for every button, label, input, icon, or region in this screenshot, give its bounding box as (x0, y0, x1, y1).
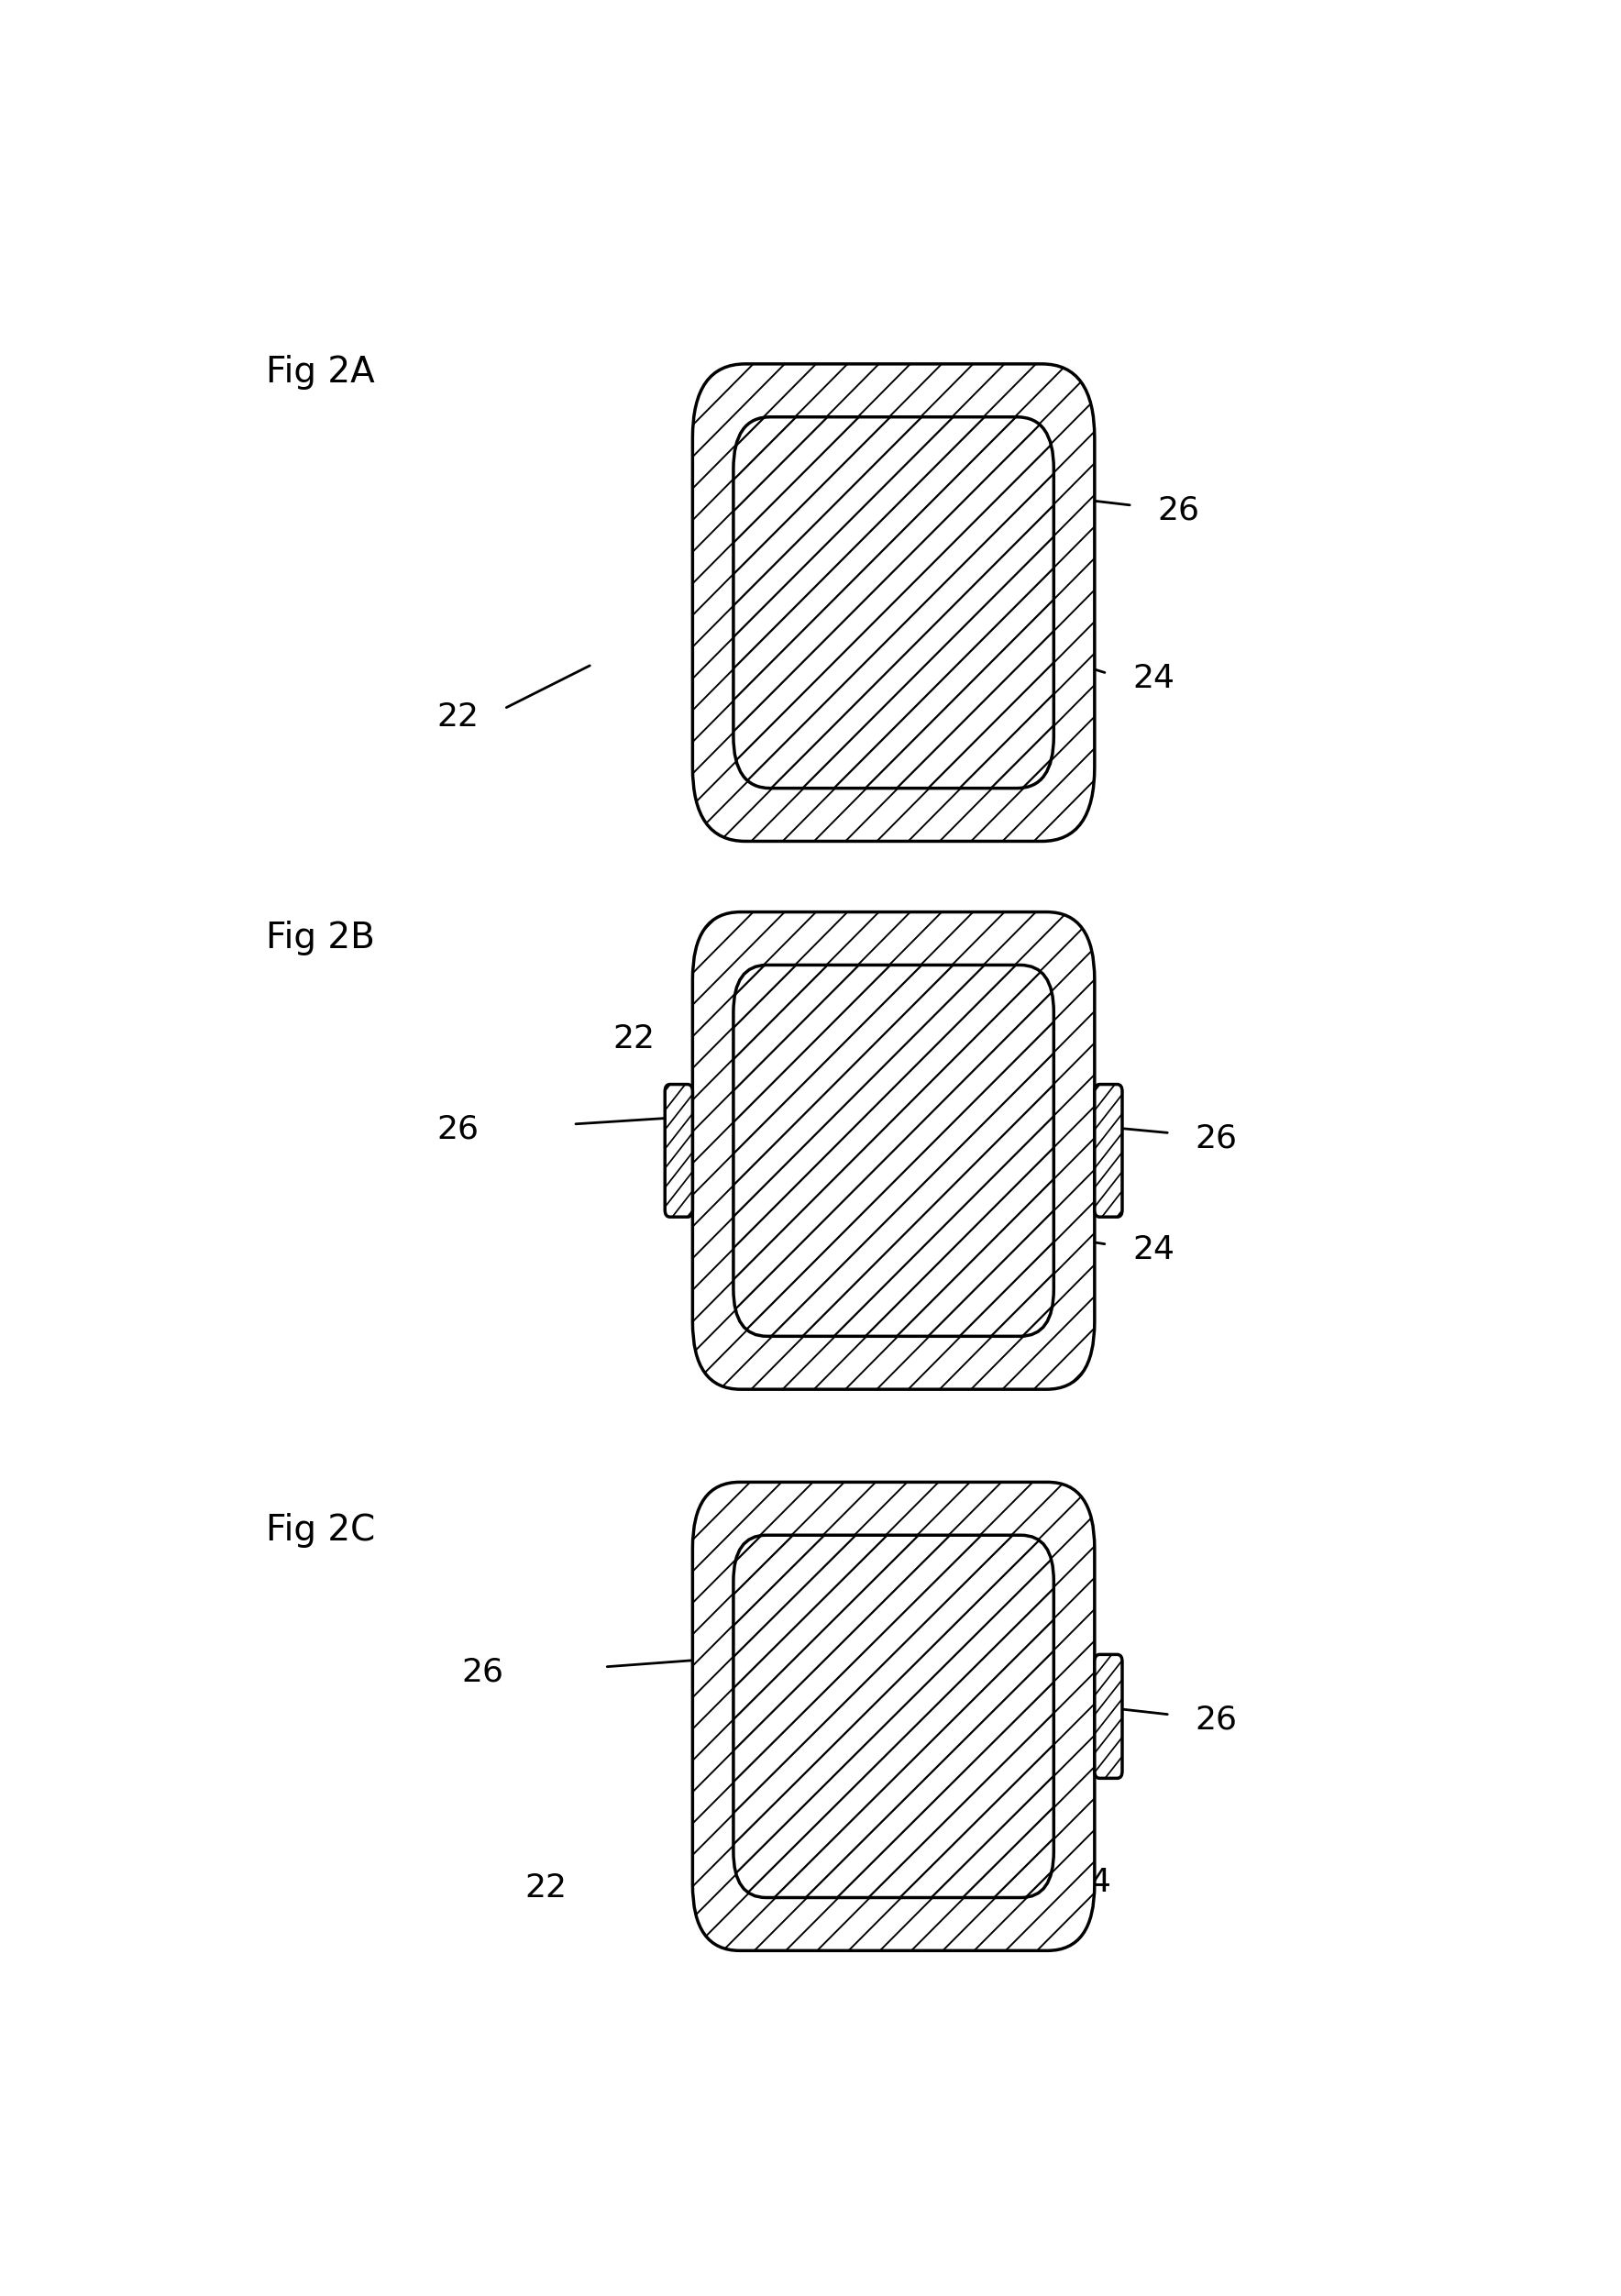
Text: 26: 26 (1195, 1123, 1237, 1155)
Text: Fig 2B: Fig 2B (266, 921, 374, 955)
FancyBboxPatch shape (1094, 1084, 1122, 1217)
FancyBboxPatch shape (733, 964, 1054, 1336)
Text: 24: 24 (1131, 664, 1175, 693)
Text: Fig 2C: Fig 2C (266, 1513, 374, 1548)
Text: 24: 24 (1131, 1233, 1175, 1265)
FancyBboxPatch shape (733, 418, 1054, 788)
Text: 26: 26 (1157, 496, 1200, 526)
Text: 26: 26 (1195, 1704, 1237, 1736)
Text: 24: 24 (1070, 1867, 1112, 1899)
FancyBboxPatch shape (692, 1483, 1094, 1952)
FancyBboxPatch shape (692, 912, 1094, 1389)
FancyBboxPatch shape (692, 365, 1094, 840)
Text: 22: 22 (525, 1871, 567, 1903)
Text: 22: 22 (436, 703, 480, 732)
Text: 22: 22 (613, 1024, 655, 1054)
Text: 26: 26 (462, 1658, 504, 1688)
FancyBboxPatch shape (1094, 1655, 1122, 1779)
Text: 26: 26 (436, 1114, 480, 1146)
FancyBboxPatch shape (665, 1084, 692, 1217)
Text: Fig 2A: Fig 2A (266, 356, 374, 390)
FancyBboxPatch shape (733, 1536, 1054, 1896)
